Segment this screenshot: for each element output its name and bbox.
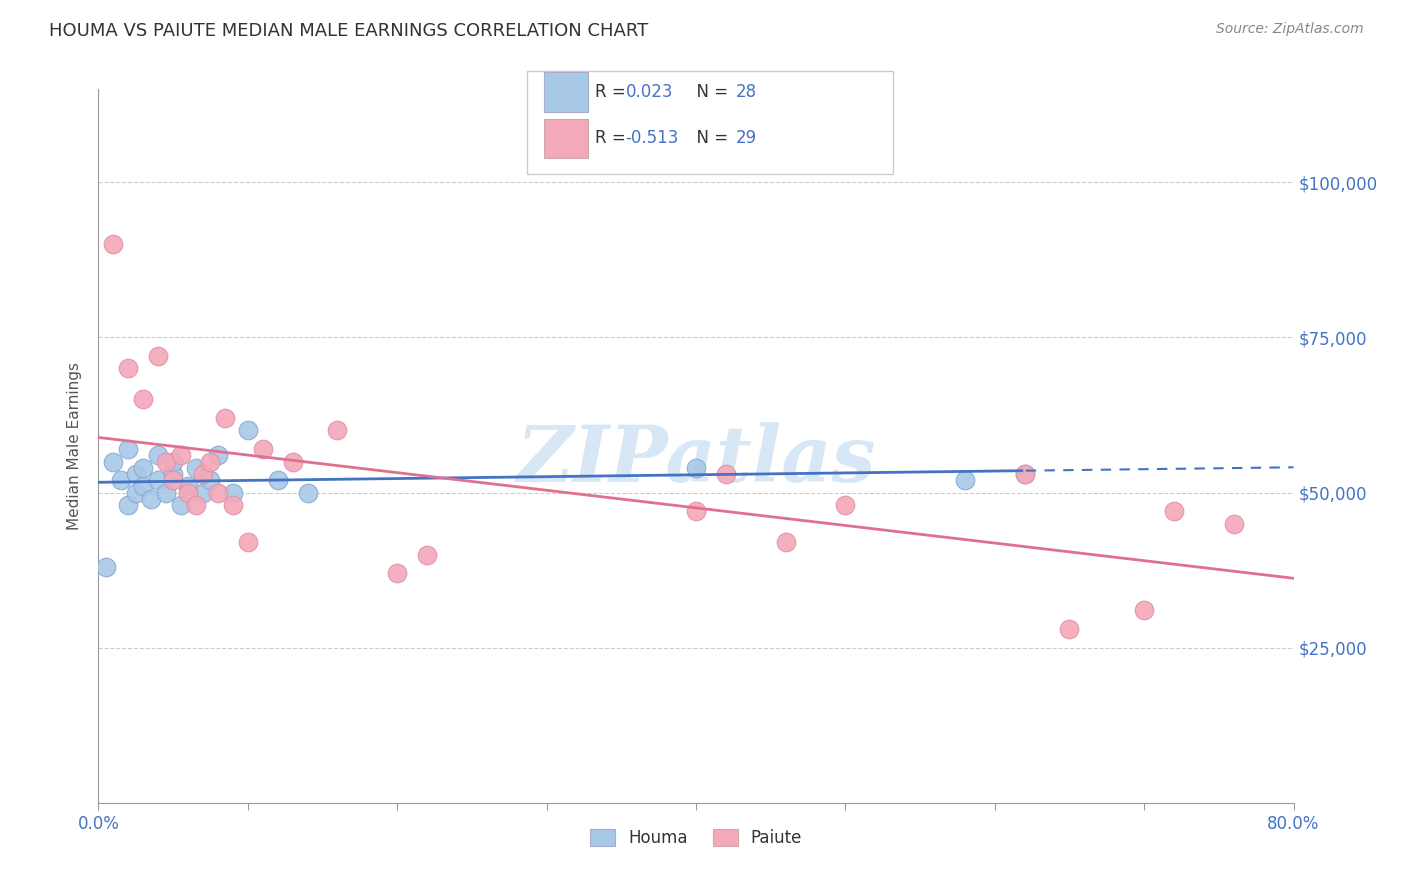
Point	[125, 485, 148, 500]
Text: -0.513: -0.513	[626, 129, 679, 147]
Point	[94, 560, 117, 574]
Legend: Houma, Paiute: Houma, Paiute	[581, 821, 811, 855]
Text: 28: 28	[735, 83, 756, 101]
Text: N =: N =	[686, 129, 734, 147]
Point	[953, 473, 976, 487]
Point	[267, 473, 290, 487]
Point	[169, 498, 191, 512]
Point	[155, 485, 177, 500]
Point	[148, 349, 170, 363]
Point	[162, 467, 184, 481]
Text: 0.023: 0.023	[626, 83, 673, 101]
Text: 29: 29	[735, 129, 756, 147]
Point	[177, 479, 200, 493]
Text: HOUMA VS PAIUTE MEDIAN MALE EARNINGS CORRELATION CHART: HOUMA VS PAIUTE MEDIAN MALE EARNINGS COR…	[49, 22, 648, 40]
Point	[125, 467, 148, 481]
Point	[148, 473, 170, 487]
Point	[103, 454, 125, 468]
Point	[385, 566, 409, 581]
Point	[1059, 622, 1081, 636]
Point	[1014, 467, 1036, 481]
Point	[110, 473, 132, 487]
Point	[222, 498, 245, 512]
Point	[236, 535, 259, 549]
Point	[222, 485, 245, 500]
Point	[1223, 516, 1246, 531]
Point	[177, 485, 200, 500]
Point	[155, 454, 177, 468]
Point	[117, 361, 139, 376]
Point	[1014, 467, 1036, 481]
Point	[169, 448, 191, 462]
Point	[236, 424, 259, 438]
Text: ZIPatlas: ZIPatlas	[516, 422, 876, 499]
Point	[148, 448, 170, 462]
Text: Source: ZipAtlas.com: Source: ZipAtlas.com	[1216, 22, 1364, 37]
Point	[207, 448, 229, 462]
Point	[162, 473, 184, 487]
Text: N =: N =	[686, 83, 734, 101]
Point	[214, 411, 236, 425]
Point	[117, 498, 139, 512]
Point	[207, 485, 229, 500]
Point	[162, 454, 184, 468]
Point	[297, 485, 319, 500]
Point	[117, 442, 139, 456]
Point	[714, 467, 737, 481]
Point	[685, 460, 707, 475]
Point	[775, 535, 797, 549]
Point	[1163, 504, 1185, 518]
Point	[685, 504, 707, 518]
Point	[132, 392, 155, 407]
Point	[132, 479, 155, 493]
Text: R =: R =	[595, 83, 631, 101]
Point	[326, 424, 349, 438]
Point	[103, 237, 125, 252]
Point	[191, 467, 214, 481]
Point	[184, 460, 207, 475]
Point	[200, 473, 222, 487]
Text: R =: R =	[595, 129, 631, 147]
Point	[281, 454, 304, 468]
Point	[132, 460, 155, 475]
Y-axis label: Median Male Earnings: Median Male Earnings	[67, 362, 83, 530]
Point	[139, 491, 162, 506]
Point	[191, 485, 214, 500]
Point	[416, 548, 439, 562]
Point	[184, 498, 207, 512]
Point	[1133, 603, 1156, 617]
Point	[200, 454, 222, 468]
Point	[834, 498, 856, 512]
Point	[252, 442, 274, 456]
